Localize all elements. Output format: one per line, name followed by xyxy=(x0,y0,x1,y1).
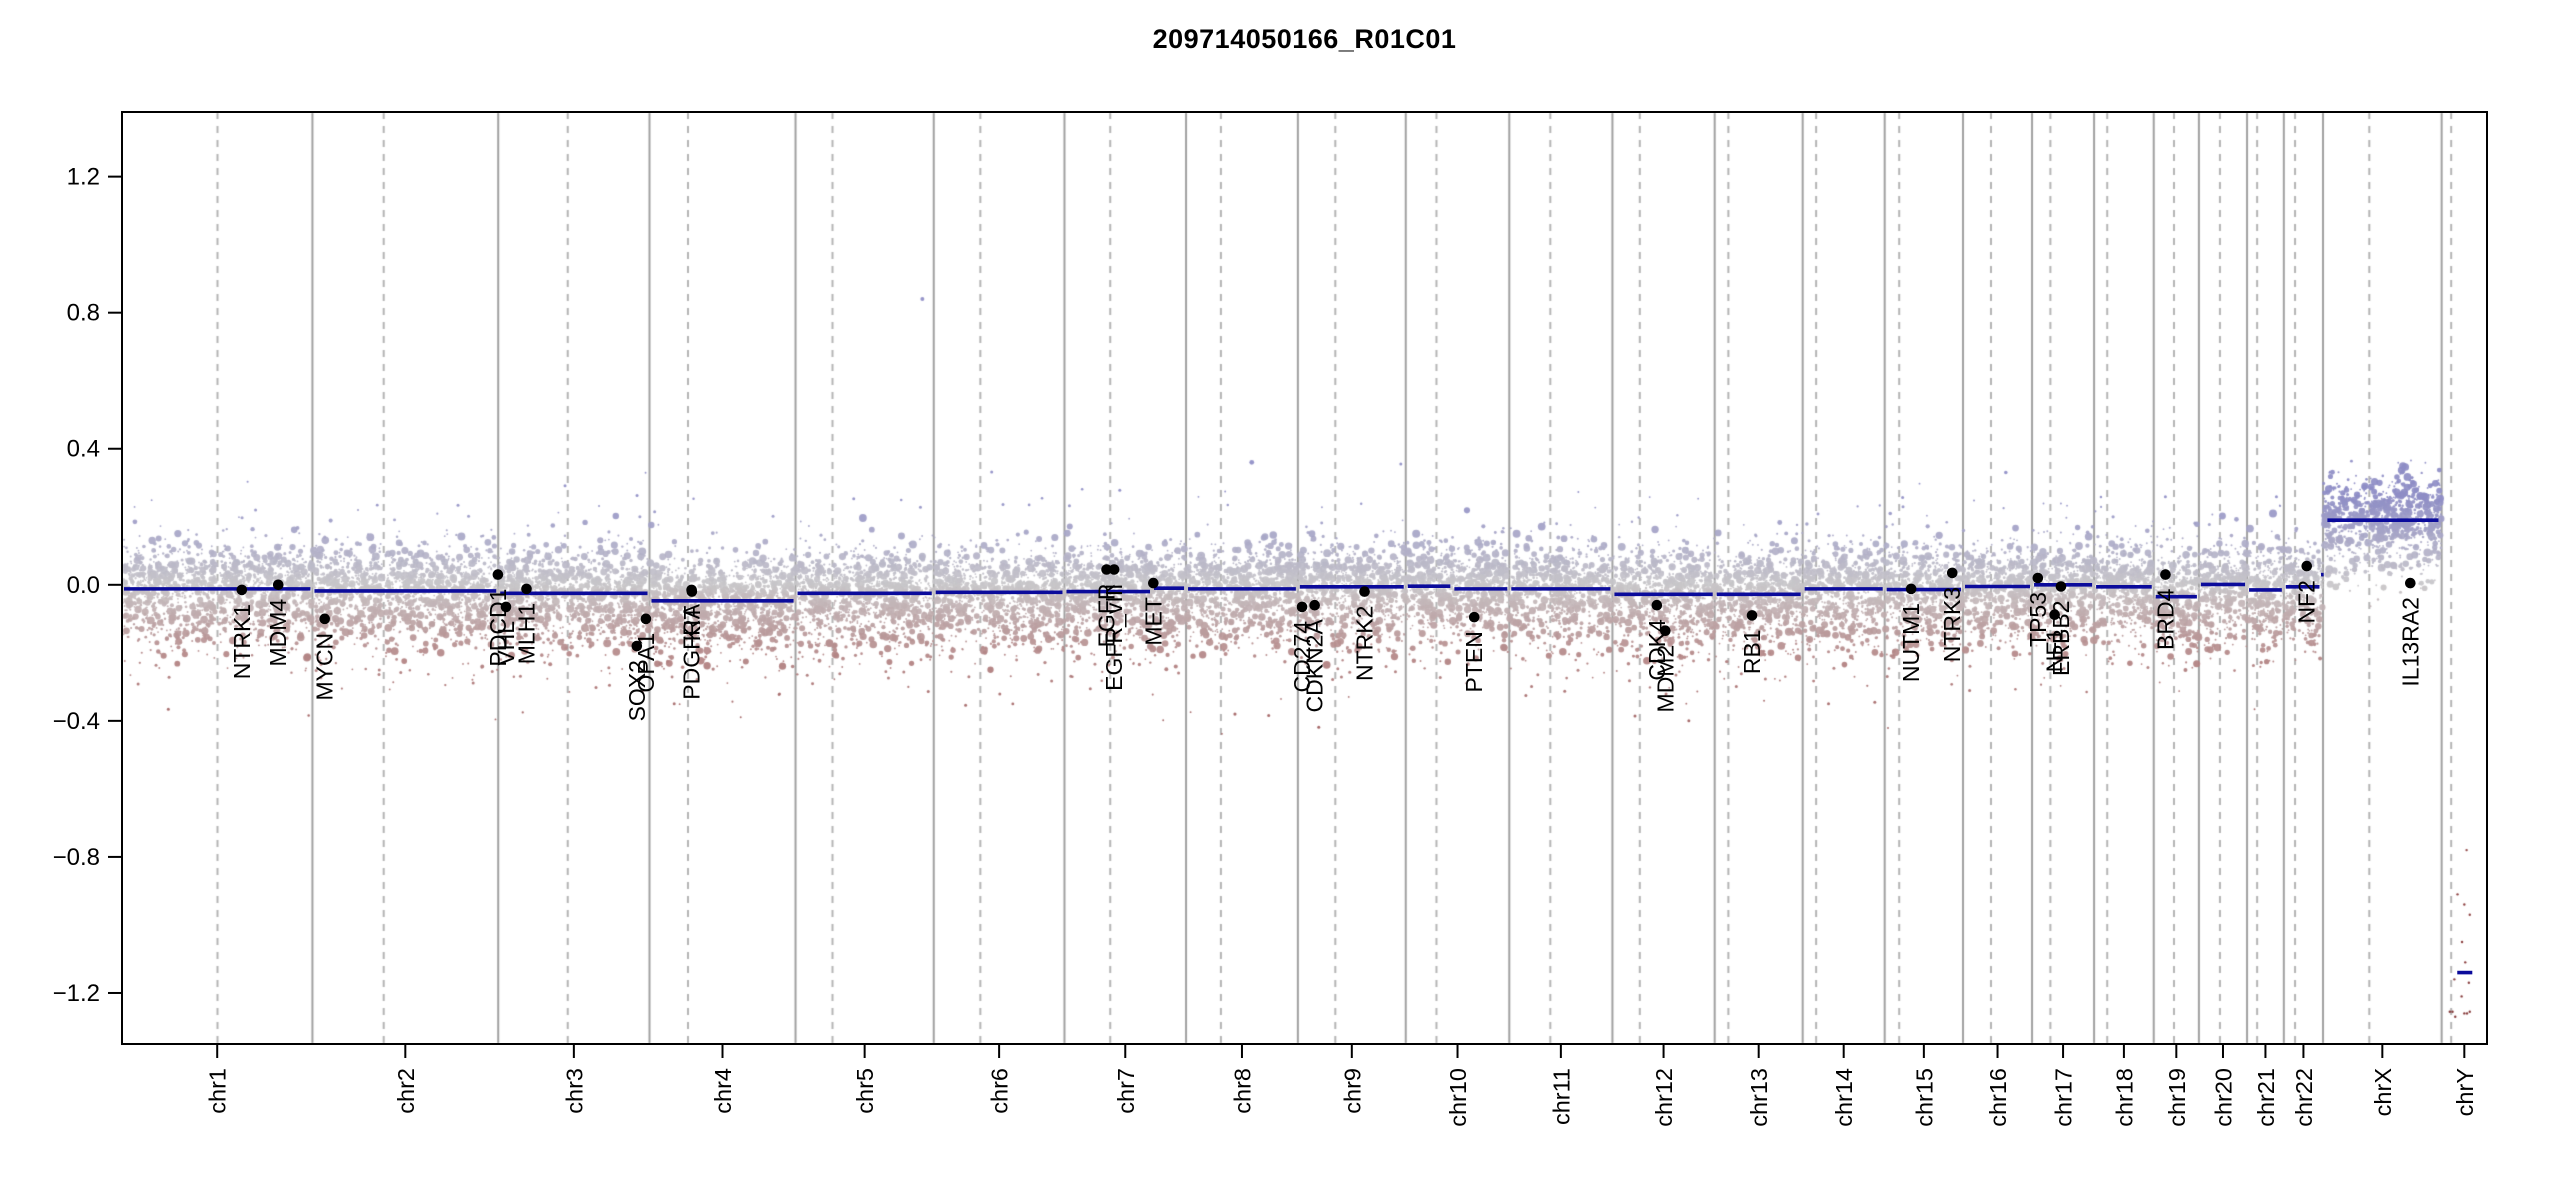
gene-label-NTRK3: NTRK3 xyxy=(1939,587,1965,662)
gene-label-KIT: KIT xyxy=(679,606,705,642)
gene-label-NF2: NF2 xyxy=(2294,580,2320,623)
gene-label-PDGFRA: PDGFRA xyxy=(679,603,705,700)
gene-label-TP53: TP53 xyxy=(2025,592,2051,647)
gene-label-PDCD1: PDCD1 xyxy=(485,589,511,667)
chr-axis-label-chr2: chr2 xyxy=(393,1068,419,1114)
y-axis-tick-label: 0.4 xyxy=(67,436,100,463)
chr-axis-label-chr1: chr1 xyxy=(205,1068,231,1114)
plot-frame xyxy=(121,111,2488,1045)
gene-label-EGFR: EGFR xyxy=(1094,583,1120,647)
chr-axis-label-chr9: chr9 xyxy=(1339,1068,1365,1114)
gene-marker-NF1 xyxy=(2049,609,2060,621)
chr-axis-label-chr7: chr7 xyxy=(1113,1068,1139,1114)
chr-axis-label-chrX: chrX xyxy=(2370,1068,2396,1117)
chr-axis-label-chr4: chr4 xyxy=(710,1068,736,1114)
gene-label-MYCN: MYCN xyxy=(312,633,338,701)
gene-marker-MLH1 xyxy=(521,583,532,595)
gene-label-MET: MET xyxy=(1140,597,1166,646)
chr-axis-label-chr12: chr12 xyxy=(1651,1068,1677,1127)
gene-label-PTEN: PTEN xyxy=(1461,631,1487,692)
chr-axis-label-chr11: chr11 xyxy=(1548,1068,1574,1125)
gene-marker-KIT xyxy=(686,586,698,597)
y-axis-tick-label: −0.4 xyxy=(53,708,100,735)
chr-axis-label-chr10: chr10 xyxy=(1445,1068,1471,1127)
gene-label-RB1: RB1 xyxy=(1739,629,1765,674)
gene-marker-NTRK1 xyxy=(236,584,248,596)
chr-axis-label-chr15: chr15 xyxy=(1911,1068,1937,1127)
chr-axis-label-chr18: chr18 xyxy=(2111,1068,2137,1127)
gene-marker-OPA1 xyxy=(640,613,652,625)
gene-marker-BRD4 xyxy=(2160,569,2171,580)
gene-label-CDKN2A: CDKN2A xyxy=(1302,619,1328,713)
chr-axis-label-chr5: chr5 xyxy=(852,1068,878,1114)
gene-marker-VHL xyxy=(500,601,512,613)
gene-label-NTRK2: NTRK2 xyxy=(1352,606,1378,681)
gene-marker-MET xyxy=(1148,577,1159,589)
gene-label-MDM2: MDM2 xyxy=(1652,645,1678,713)
chr-axis-label-chr8: chr8 xyxy=(1229,1068,1255,1114)
gene-marker-MDM4 xyxy=(272,579,284,591)
plot-title: 209714050166_R01C01 xyxy=(1152,24,1457,54)
gene-label-NF1: NF1 xyxy=(2042,629,2068,672)
gene-label-MLH1: MLH1 xyxy=(514,603,540,664)
chr-axis-label-chr14: chr14 xyxy=(1831,1068,1857,1127)
gene-label-EGFR_vIII: EGFR_vIII xyxy=(1101,583,1127,690)
chr-axis-label-chr21: chr21 xyxy=(2253,1068,2279,1127)
gene-label-BRD4: BRD4 xyxy=(2152,588,2178,650)
gene-marker-NF2 xyxy=(2301,560,2313,572)
gene-marker-IL13RA2 xyxy=(2405,577,2416,589)
gene-marker-CD274 xyxy=(1296,601,1308,613)
gene-marker-SOX2 xyxy=(631,640,643,652)
gene-marker-NTRK2 xyxy=(1359,586,1370,597)
gene-marker-TP53 xyxy=(2032,572,2044,584)
gene-label-VHL: VHL xyxy=(493,621,519,666)
chr-axis-label-chr22: chr22 xyxy=(2291,1068,2317,1127)
chr-axis-label-chr19: chr19 xyxy=(2164,1068,2190,1127)
y-axis-tick-label: 0.8 xyxy=(67,300,100,327)
gene-marker-MYCN xyxy=(319,613,331,625)
chr-axis-label-chr13: chr13 xyxy=(1746,1068,1772,1127)
y-axis-tick-label: −0.8 xyxy=(53,844,100,871)
y-axis-tick-label: 0.0 xyxy=(67,572,100,599)
gene-marker-NUTM1 xyxy=(1905,583,1917,595)
gene-marker-MDM2 xyxy=(1660,625,1671,637)
gene-marker-RB1 xyxy=(1746,610,1758,621)
gene-marker-PTEN xyxy=(1468,611,1480,623)
gene-label-NTRK1: NTRK1 xyxy=(229,604,255,679)
chr-axis-label-chr16: chr16 xyxy=(1985,1068,2011,1127)
chr-axis-label-chr6: chr6 xyxy=(987,1068,1013,1114)
gene-marker-NTRK3 xyxy=(1946,567,1958,579)
chr-axis-label-chr17: chr17 xyxy=(2051,1068,2077,1127)
gene-label-MDM4: MDM4 xyxy=(265,599,291,667)
gene-marker-EGFR xyxy=(1101,564,1112,575)
gene-label-CD274: CD274 xyxy=(1289,621,1315,693)
gene-marker-EGFR_vIII xyxy=(1108,564,1120,575)
chr-axis-label-chr3: chr3 xyxy=(561,1068,587,1114)
gene-label-ERBB2: ERBB2 xyxy=(2048,601,2074,676)
gene-label-NUTM1: NUTM1 xyxy=(1898,603,1924,682)
gene-label-OPA1: OPA1 xyxy=(633,633,659,693)
chr-axis-label-chr20: chr20 xyxy=(2210,1068,2236,1127)
y-axis-tick-label: 1.2 xyxy=(67,164,100,191)
gene-label-IL13RA2: IL13RA2 xyxy=(2397,597,2423,687)
gene-label-SOX2: SOX2 xyxy=(624,660,650,721)
gene-marker-ERBB2 xyxy=(2055,581,2067,592)
chr-axis-label-chrY: chrY xyxy=(2452,1068,2478,1117)
gene-marker-CDKN2A xyxy=(1309,599,1320,611)
y-axis-tick-label: −1.2 xyxy=(53,980,100,1007)
gene-marker-PDCD1 xyxy=(492,569,504,580)
gene-marker-CDK4 xyxy=(1651,599,1663,611)
